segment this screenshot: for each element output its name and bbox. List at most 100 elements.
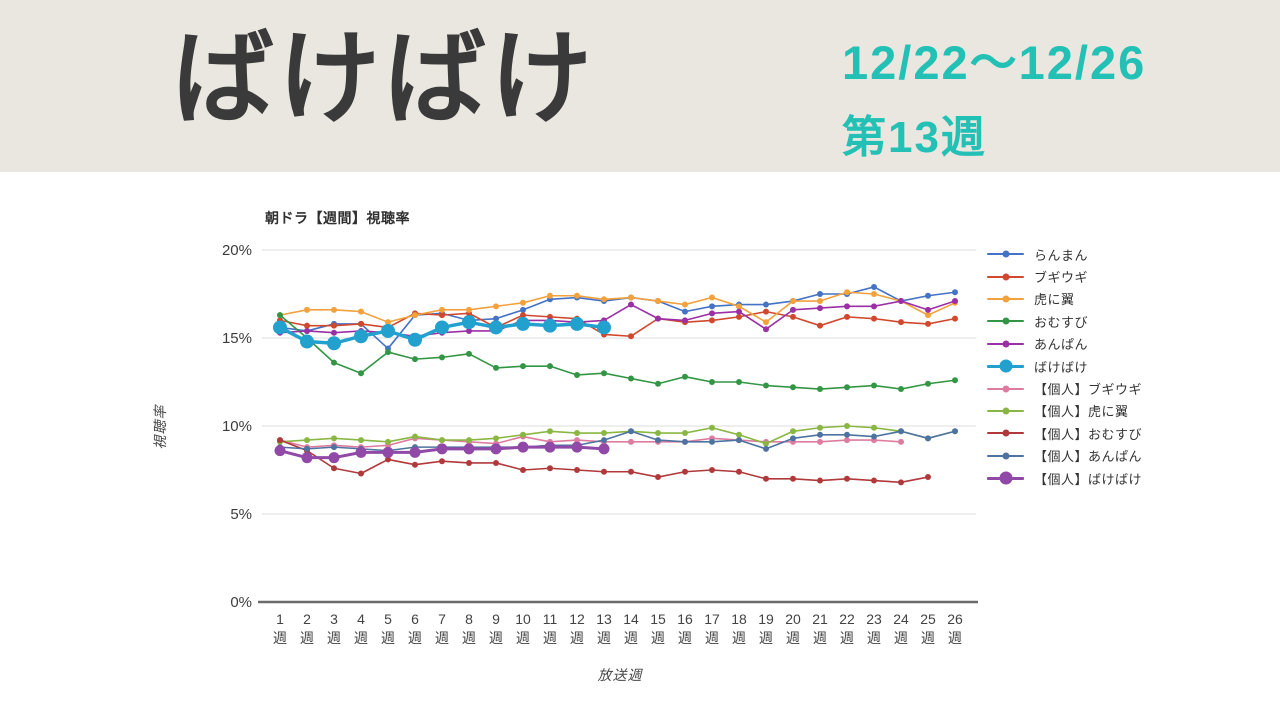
data-point — [358, 320, 364, 327]
legend-marker-icon — [987, 385, 1024, 393]
data-point — [844, 289, 850, 296]
data-point — [493, 315, 499, 322]
data-point — [520, 431, 526, 438]
data-point — [709, 467, 715, 473]
data-point — [331, 306, 337, 313]
legend-label: らんまん — [1034, 247, 1089, 263]
data-point — [466, 459, 472, 466]
legend-dot-icon — [999, 359, 1012, 373]
data-point — [925, 312, 931, 319]
data-point — [655, 315, 661, 322]
legend-item: 虎に翼 — [987, 288, 1142, 310]
legend-item: 【個人】虎に翼 — [987, 400, 1142, 422]
data-point — [871, 477, 877, 484]
data-point — [682, 308, 688, 315]
x-tick-unit: 週 — [462, 630, 476, 646]
legend-item: ブギウギ — [987, 265, 1142, 287]
data-point — [709, 424, 715, 431]
x-tick-unit: 週 — [516, 630, 530, 646]
chart-area: 0% 5% 10% 15% 20% 1 週 2 週 3 週 4 週 5 週 6 週 7 週 8 週 9 週 10 週 11 週 12 週… — [0, 172, 1280, 720]
data-point — [817, 322, 823, 329]
y-tick-label: 0% — [230, 594, 252, 611]
y-tick-label: 5% — [230, 506, 252, 523]
data-point — [544, 441, 556, 453]
x-tick-number: 4 — [357, 611, 365, 627]
data-point — [709, 379, 715, 385]
data-point — [682, 301, 688, 308]
data-point — [844, 313, 850, 320]
data-point — [385, 319, 391, 326]
data-point — [871, 315, 877, 322]
data-point — [655, 430, 661, 437]
series-line — [279, 425, 956, 445]
data-point — [493, 303, 499, 310]
legend-dot-icon — [1002, 295, 1009, 303]
data-point — [358, 370, 364, 377]
data-point — [304, 445, 310, 452]
legend-marker-icon — [987, 317, 1024, 325]
data-point — [277, 437, 283, 444]
legend-marker-icon — [987, 429, 1024, 437]
legend-label: ばけばけ — [1034, 359, 1089, 375]
x-tick-number: 14 — [623, 611, 639, 627]
legend-label: 【個人】おむすび — [1034, 426, 1143, 442]
legend-marker-icon — [987, 250, 1024, 258]
data-point — [304, 306, 310, 313]
data-point — [790, 298, 796, 305]
data-point — [385, 456, 391, 463]
legend-label: おむすび — [1034, 314, 1089, 330]
data-point — [516, 316, 530, 331]
data-point — [790, 384, 796, 391]
data-point — [493, 459, 499, 466]
x-tick-number: 12 — [569, 611, 585, 627]
data-point — [570, 316, 584, 331]
x-tick-number: 8 — [465, 611, 473, 627]
data-point — [628, 333, 634, 340]
x-tick-number: 18 — [731, 611, 747, 627]
x-tick-number: 2 — [303, 611, 311, 627]
x-tick-unit: 週 — [300, 630, 314, 646]
legend-label: 【個人】あんぱん — [1034, 449, 1143, 465]
x-tick-number: 13 — [596, 611, 612, 627]
data-point — [844, 431, 850, 438]
legend-dot-icon — [999, 471, 1012, 485]
data-point — [574, 371, 580, 378]
data-point — [381, 323, 395, 338]
data-point — [466, 350, 472, 357]
data-point — [871, 291, 877, 297]
legend-dot-icon — [1002, 407, 1009, 415]
legend-item: 【個人】ブギウギ — [987, 377, 1142, 399]
data-point — [520, 363, 526, 370]
data-point — [301, 452, 313, 464]
legend-dot-icon — [1002, 429, 1009, 437]
x-tick-number: 15 — [650, 611, 666, 627]
legend-marker-icon — [987, 273, 1024, 281]
data-point — [331, 435, 337, 442]
data-point — [952, 428, 958, 435]
data-point — [898, 438, 904, 445]
x-tick-unit: 週 — [489, 630, 503, 646]
data-point — [628, 468, 634, 475]
chart-legend: らんまん ブギウギ 虎に翼 おむすび あんぱん ばけばけ 【個人】ブギウギ 【個人】虎に翼 【個… — [987, 243, 1142, 489]
x-tick-number: 3 — [330, 611, 338, 627]
data-point — [709, 303, 715, 310]
data-point — [358, 308, 364, 315]
data-point — [598, 443, 610, 455]
data-point — [543, 318, 557, 333]
data-point — [844, 303, 850, 310]
date-range: 12/22～12/26 — [842, 36, 1147, 89]
data-point — [628, 301, 634, 308]
data-point — [844, 475, 850, 482]
x-tick-unit: 週 — [786, 630, 800, 646]
x-tick-number: 22 — [839, 611, 855, 627]
data-point — [709, 310, 715, 317]
data-point — [817, 438, 823, 445]
data-point — [709, 317, 715, 324]
x-tick-unit: 週 — [921, 630, 935, 646]
data-point — [490, 443, 502, 455]
data-point — [517, 441, 529, 453]
data-point — [304, 437, 310, 444]
data-point — [304, 322, 310, 329]
x-tick-unit: 週 — [597, 630, 611, 646]
